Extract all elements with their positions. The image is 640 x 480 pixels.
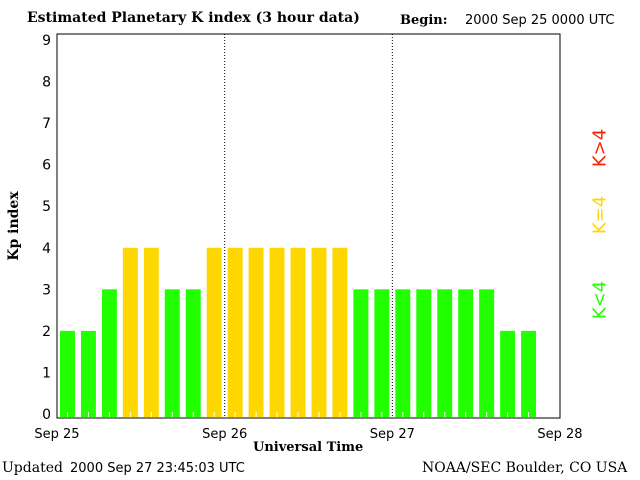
kp-bar <box>143 247 159 417</box>
y-tick-label: 6 <box>42 158 51 174</box>
y-tick-label: 3 <box>42 282 51 298</box>
kp-bar <box>458 289 474 417</box>
kp-bar <box>206 247 222 417</box>
kp-bar <box>122 247 138 417</box>
begin-label: Begin: <box>400 13 448 28</box>
kp-bar <box>227 247 243 417</box>
kp-bar <box>80 330 96 417</box>
kp-bar <box>101 289 117 417</box>
x-axis-label: Universal Time <box>253 440 364 455</box>
begin-value: 2000 Sep 25 0000 UTC <box>465 13 615 28</box>
y-tick-label: 5 <box>42 199 51 215</box>
y-tick-label: 9 <box>42 33 51 49</box>
kp-bar <box>248 247 264 417</box>
kp-bar <box>311 247 327 417</box>
y-tick-label: 8 <box>42 75 51 91</box>
kp-bar <box>521 330 537 417</box>
kp-bar <box>395 289 411 417</box>
y-tick-label: 0 <box>42 407 51 423</box>
updated-label: Updated <box>2 460 63 476</box>
kp-bar <box>164 289 180 417</box>
y-tick-label: 2 <box>42 324 51 340</box>
y-tick-label: 7 <box>42 116 51 132</box>
x-tick-label: Sep 26 <box>202 427 247 442</box>
kp-bar <box>374 289 390 417</box>
kp-bar <box>60 330 75 417</box>
kp-bar <box>332 247 348 417</box>
legend-k-equal-4: K=4 <box>589 195 611 235</box>
y-tick-label: 4 <box>42 241 51 257</box>
kp-bar <box>416 289 432 417</box>
chart-title: Estimated Planetary K index (3 hour data… <box>27 10 360 26</box>
legend-k-greater-4: K>4 <box>589 128 611 168</box>
kp-bar <box>185 289 201 417</box>
y-tick-label: 1 <box>42 365 51 381</box>
kp-bar <box>290 247 306 417</box>
kp-bar <box>353 289 369 417</box>
x-tick-label: Sep 27 <box>370 427 415 442</box>
y-axis-label: Kp index <box>6 191 22 261</box>
legend-k-less-4: K<4 <box>589 280 611 320</box>
x-tick-label: Sep 28 <box>537 427 582 442</box>
kp-bar <box>437 289 453 417</box>
kp-bar <box>500 330 516 417</box>
x-tick-label: Sep 25 <box>34 427 79 442</box>
kp-bar <box>269 247 285 417</box>
plot-frame <box>56 33 561 419</box>
updated-value: 2000 Sep 27 23:45:03 UTC <box>70 461 245 476</box>
kp-bar <box>479 289 495 417</box>
source-credit: NOAA/SEC Boulder, CO USA <box>422 460 628 476</box>
